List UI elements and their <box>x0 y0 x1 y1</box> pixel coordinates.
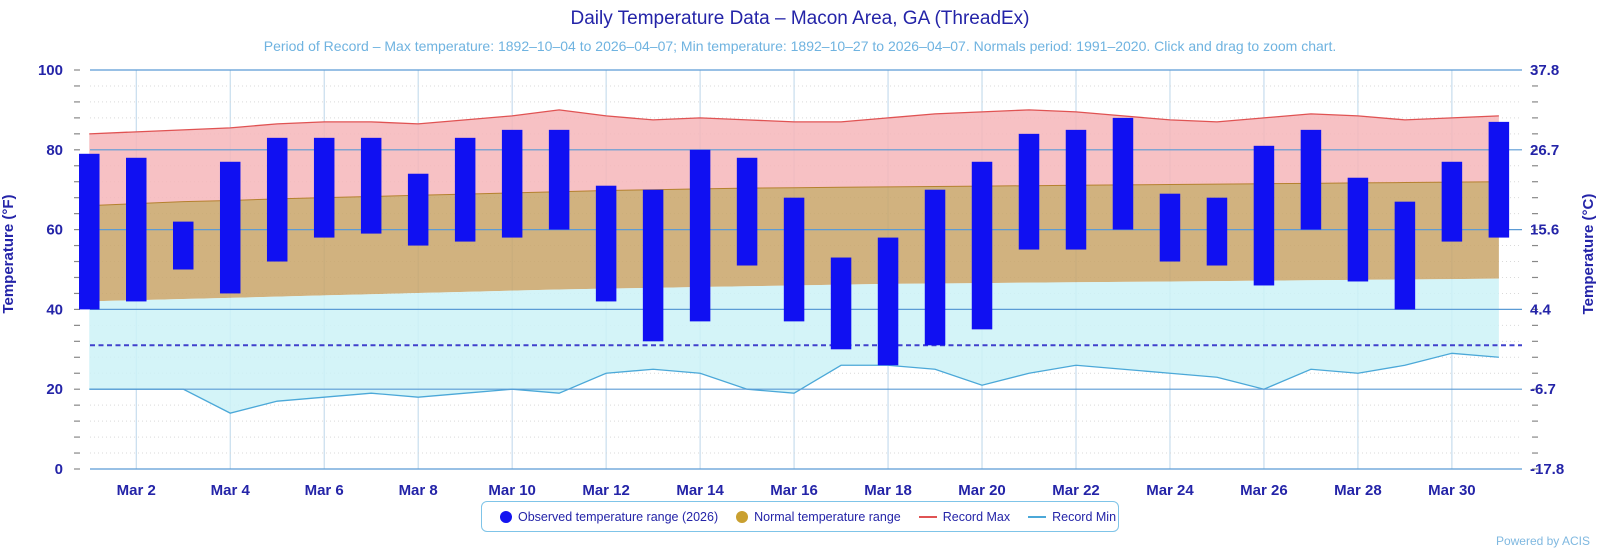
svg-text:Mar 18: Mar 18 <box>864 482 912 499</box>
svg-text:4.4: 4.4 <box>1530 301 1552 318</box>
svg-text:60: 60 <box>46 222 63 239</box>
svg-text:Mar 4: Mar 4 <box>211 482 251 499</box>
svg-text:Mar 30: Mar 30 <box>1428 482 1476 499</box>
svg-text:Mar 6: Mar 6 <box>305 482 344 499</box>
svg-text:20: 20 <box>46 381 63 398</box>
svg-text:100: 100 <box>38 62 63 79</box>
svg-text:-17.8: -17.8 <box>1530 461 1564 478</box>
svg-text:Mar 28: Mar 28 <box>1334 482 1382 499</box>
svg-text:Mar 26: Mar 26 <box>1240 482 1288 499</box>
svg-text:Mar 24: Mar 24 <box>1146 482 1194 499</box>
svg-text:Mar 22: Mar 22 <box>1052 482 1100 499</box>
svg-text:Mar 16: Mar 16 <box>770 482 818 499</box>
svg-text:Mar 20: Mar 20 <box>958 482 1006 499</box>
svg-text:Mar 14: Mar 14 <box>676 482 724 499</box>
svg-text:15.6: 15.6 <box>1530 222 1559 239</box>
svg-text:0: 0 <box>55 461 63 478</box>
svg-text:Mar 10: Mar 10 <box>488 482 536 499</box>
svg-text:Mar 12: Mar 12 <box>582 482 630 499</box>
svg-text:26.7: 26.7 <box>1530 142 1559 159</box>
svg-text:-6.7: -6.7 <box>1530 381 1556 398</box>
svg-text:Mar 2: Mar 2 <box>117 482 156 499</box>
svg-text:40: 40 <box>46 301 63 318</box>
svg-text:37.8: 37.8 <box>1530 62 1559 79</box>
svg-text:Mar 8: Mar 8 <box>399 482 438 499</box>
svg-text:80: 80 <box>46 142 63 159</box>
